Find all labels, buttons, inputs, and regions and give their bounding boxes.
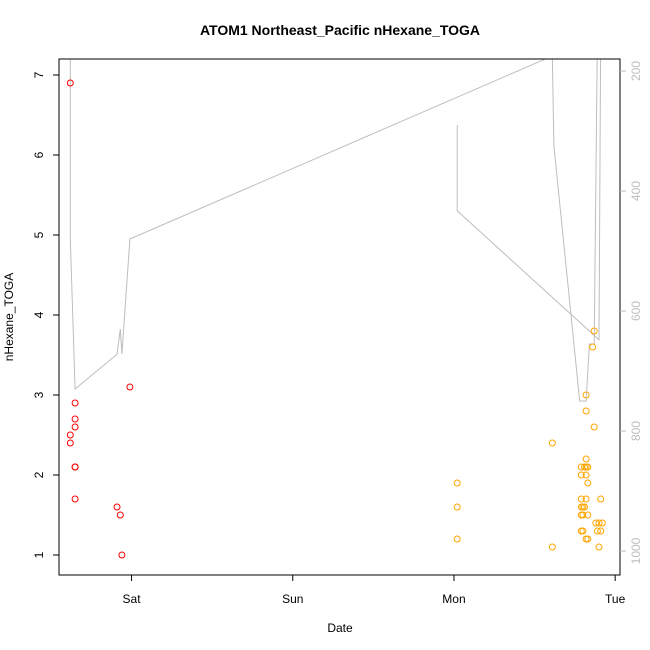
data-point-s1-0 <box>453 479 461 487</box>
secondary-line-segment-0 <box>69 59 598 402</box>
x-axis: Sat Sun Mon Tue <box>123 575 626 606</box>
x-tick-label-2: Mon <box>442 592 465 606</box>
plot-frame <box>58 58 621 576</box>
y-axis: 1 2 3 4 5 6 7 <box>32 71 59 558</box>
data-point-s0-9 <box>113 503 121 511</box>
data-point-s0-10 <box>116 511 124 519</box>
data-point-s1-36 <box>598 519 606 527</box>
x-tick-label-3: Tue <box>605 592 626 606</box>
data-point-s1-15 <box>581 503 588 511</box>
y-tick-label-4: 5 <box>32 231 46 238</box>
data-point-s0-1 <box>66 431 74 439</box>
chart-title: ATOM1 Northeast_Pacific nHexane_TOGA <box>200 22 480 38</box>
data-point-s1-33 <box>595 543 603 551</box>
data-point-s1-18 <box>582 455 590 463</box>
data-point-s1-24 <box>584 479 592 487</box>
right-y-tick-label-4: 1000 <box>629 537 643 564</box>
data-point-s1-17 <box>582 407 590 415</box>
data-point-s1-16 <box>582 391 590 399</box>
data-point-s0-4 <box>71 415 79 423</box>
data-point-s1-12 <box>579 511 587 519</box>
right-y-tick-label-2: 600 <box>629 301 643 321</box>
data-point-s1-1 <box>453 503 461 511</box>
data-point-s0-12 <box>126 383 134 391</box>
data-point-s1-32 <box>595 519 603 527</box>
data-point-s1-13 <box>579 527 587 535</box>
data-point-s1-28 <box>590 327 598 335</box>
right-y-tick-label-1: 400 <box>629 181 643 201</box>
data-point-s1-7 <box>577 495 585 503</box>
data-point-s1-34 <box>597 527 605 535</box>
data-point-s1-35 <box>597 495 605 503</box>
data-point-s1-4 <box>548 543 556 551</box>
data-point-s0-8 <box>71 495 79 503</box>
y-tick-label-3: 4 <box>32 311 46 318</box>
data-point-s0-7 <box>71 463 79 471</box>
y-tick-label-5: 6 <box>32 151 46 158</box>
data-point-s1-3 <box>548 439 556 447</box>
secondary-line-segment-1 <box>456 59 602 341</box>
x-tick-label-1: Sun <box>282 592 303 606</box>
x-tick-label-0: Sat <box>123 592 142 606</box>
data-point-s0-3 <box>71 399 79 407</box>
right-y-axis: 200 400 600 800 1000 <box>620 61 643 564</box>
data-point-s1-25 <box>584 511 592 519</box>
data-point-s1-26 <box>584 535 592 543</box>
right-y-tick-label-3: 800 <box>629 421 643 441</box>
data-point-s1-29 <box>590 423 598 431</box>
right-y-tick-label-0: 200 <box>629 61 643 81</box>
data-point-s1-23 <box>584 463 592 471</box>
data-points <box>66 79 606 559</box>
data-point-s0-11 <box>118 551 126 559</box>
data-point-s0-2 <box>66 439 74 447</box>
y-tick-label-6: 7 <box>32 71 46 78</box>
data-point-s1-21 <box>582 495 590 503</box>
secondary-line-layer <box>69 59 602 402</box>
data-point-s1-6 <box>577 471 585 479</box>
y-tick-label-1: 2 <box>32 471 46 478</box>
x-axis-label: Date <box>327 621 353 635</box>
data-point-s0-0 <box>66 79 74 87</box>
data-point-s1-31 <box>593 527 601 535</box>
y-tick-label-2: 3 <box>32 391 46 398</box>
data-point-s0-5 <box>71 423 79 431</box>
y-tick-label-0: 1 <box>32 551 46 558</box>
data-point-s1-20 <box>582 471 590 479</box>
data-point-s1-2 <box>453 535 461 543</box>
y-axis-label: nHexane_TOGA <box>2 273 16 362</box>
data-point-s1-27 <box>589 343 597 351</box>
